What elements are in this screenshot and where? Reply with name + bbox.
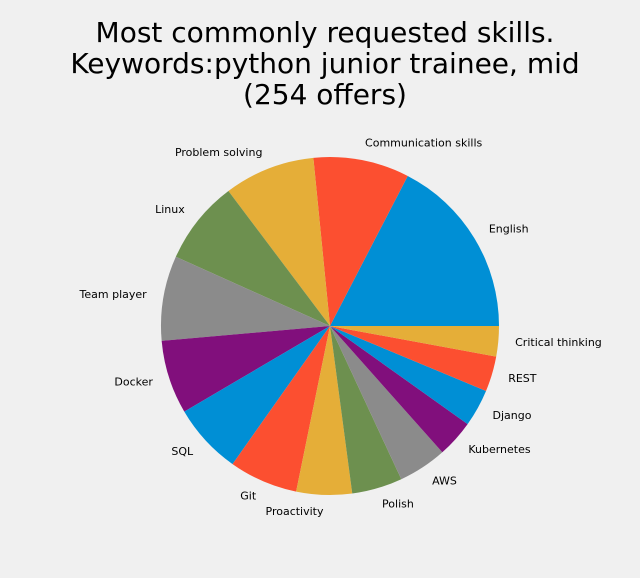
slice-label-team-player: Team player [79, 288, 148, 301]
chart-title-line-2: Keywords:python junior trainee, mid [70, 47, 579, 80]
pie-slices [161, 157, 500, 495]
slice-label-rest: REST [508, 372, 537, 385]
pie-labels: English Communication skills Problem solvi… [79, 136, 602, 517]
chart-title-line-3: (254 offers) [243, 78, 407, 111]
slice-label-polish: Polish [382, 497, 414, 510]
slice-label-aws: AWS [432, 474, 457, 487]
pie-slice-proactivity [296, 326, 353, 495]
slice-label-proactivity: Proactivity [266, 505, 324, 518]
slice-label-kubernetes: Kubernetes [468, 443, 531, 456]
pie-slice-sql [184, 326, 330, 465]
pie-slice-rest [330, 326, 497, 391]
pie-slice-english [330, 175, 499, 326]
pie-slice-aws [330, 326, 443, 480]
slice-label-git: Git [240, 490, 257, 503]
slice-label-communication-skills: Communication skills [365, 136, 482, 149]
pie-slice-kubernetes [330, 326, 468, 453]
slice-label-django: Django [493, 409, 532, 422]
slice-label-problem-solving: Problem solving [175, 146, 263, 159]
pie-slice-communication-skills [313, 157, 408, 326]
chart-title-line-1: Most commonly requested skills. [96, 16, 555, 49]
slice-label-docker: Docker [114, 376, 153, 389]
slice-label-critical-thinking: Critical thinking [515, 336, 602, 349]
slice-label-english: English [489, 222, 529, 235]
pie-slice-critical-thinking [330, 326, 500, 357]
pie-slice-polish [330, 326, 402, 494]
pie-slice-team-player [161, 256, 330, 341]
pie-slice-linux [175, 190, 330, 326]
pie-slice-problem-solving [228, 157, 330, 326]
pie-slice-docker [161, 326, 330, 412]
slice-label-sql: SQL [171, 445, 194, 458]
pie-slice-django [330, 326, 487, 425]
pie-slice-git [232, 326, 330, 492]
slice-label-linux: Linux [155, 203, 185, 216]
